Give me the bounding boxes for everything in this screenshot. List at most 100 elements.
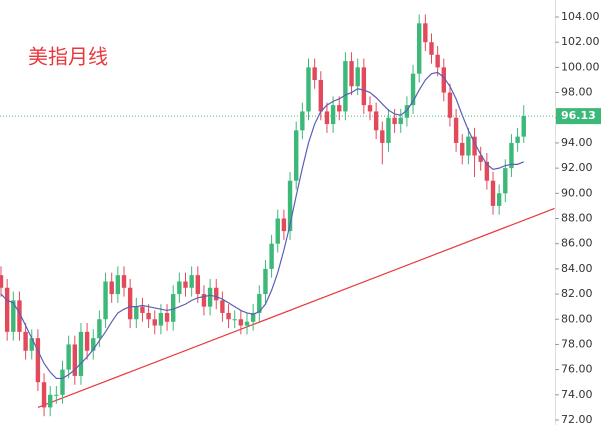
- y-tick-label: 84.00: [561, 262, 593, 275]
- candle-body: [343, 61, 348, 112]
- candle-body: [503, 168, 508, 194]
- candle-body: [140, 306, 145, 313]
- candle-body: [97, 319, 102, 339]
- candle-body: [269, 243, 274, 269]
- candle-body: [91, 338, 96, 351]
- candle-body: [447, 92, 453, 118]
- y-tick-label: 86.00: [561, 237, 593, 250]
- candle-body: [103, 281, 108, 320]
- moving-average: [0, 71, 524, 380]
- candle-body: [287, 180, 293, 232]
- y-tick-label: 104.00: [561, 10, 600, 23]
- candle-body: [410, 73, 416, 106]
- candle-body: [232, 319, 237, 321]
- candle-body: [195, 275, 200, 295]
- candle-body: [48, 394, 53, 408]
- candle-body: [496, 193, 502, 206]
- candle-body: [4, 287, 10, 332]
- y-tick-label: 92.00: [561, 161, 593, 174]
- candle-body: [312, 67, 317, 80]
- candle-body: [275, 218, 280, 244]
- candle-body: [109, 281, 114, 295]
- candle-body: [220, 300, 225, 313]
- candle-body: [300, 111, 305, 131]
- candle-body: [521, 116, 526, 137]
- candle-body: [60, 369, 65, 395]
- candle-body: [318, 79, 323, 112]
- candle-body: [23, 331, 28, 351]
- candle-body: [460, 142, 465, 156]
- candle-body: [509, 142, 514, 169]
- y-tick-label: 88.00: [561, 212, 593, 225]
- candle-body: [386, 117, 391, 143]
- candle-body: [127, 287, 133, 320]
- candle-body: [404, 105, 410, 118]
- y-tick-label: 102.00: [561, 35, 600, 48]
- y-tick-label: 72.00: [561, 413, 593, 425]
- candle-body: [214, 287, 219, 301]
- candle-body: [41, 382, 47, 408]
- candle-body: [201, 294, 207, 307]
- y-tick-label: 78.00: [561, 337, 593, 350]
- candle-body: [244, 321, 250, 326]
- chart-title: 美指月线: [28, 45, 108, 69]
- candle-body: [66, 344, 71, 370]
- candle-body: [146, 312, 151, 320]
- candle-body: [294, 130, 299, 181]
- candle-body: [158, 312, 164, 326]
- candle-body: [441, 67, 446, 93]
- candle-body: [490, 180, 496, 206]
- candle-body: [337, 105, 342, 112]
- y-tick-label: 76.00: [561, 363, 593, 376]
- candle-body: [398, 117, 403, 125]
- candle-body: [152, 319, 157, 326]
- candle-body: [453, 117, 459, 143]
- candle-body: [324, 111, 330, 125]
- candle-body: [515, 136, 520, 143]
- candle-body: [263, 268, 268, 295]
- candle-body: [417, 23, 422, 74]
- candle-body: [29, 338, 34, 351]
- candle-body: [226, 312, 231, 320]
- y-tick-label: 98.00: [561, 86, 593, 99]
- candle-body: [72, 344, 77, 376]
- price-tag-label: 96.13: [561, 109, 596, 122]
- y-tick-label: 82.00: [561, 287, 593, 300]
- price-tag: [556, 108, 601, 125]
- candle-body: [183, 281, 188, 288]
- candle-body: [306, 67, 311, 112]
- trend-line: [37, 207, 555, 408]
- y-tick-label: 80.00: [561, 312, 593, 325]
- y-tick-label: 74.00: [561, 388, 593, 401]
- candle-body: [380, 130, 385, 143]
- candle-body: [281, 218, 287, 232]
- candle-body: [238, 319, 244, 326]
- candle-body: [115, 275, 121, 295]
- candle-body: [84, 331, 90, 351]
- candle-body: [435, 54, 440, 68]
- candle-body: [361, 67, 367, 106]
- candle-body: [78, 331, 84, 376]
- candle-body: [35, 338, 41, 383]
- y-tick-label: 94.00: [561, 136, 593, 149]
- candle-body: [478, 155, 483, 162]
- y-tick-label: 90.00: [561, 186, 593, 199]
- candle-body: [392, 117, 397, 125]
- candle-body: [189, 275, 194, 288]
- candle-body: [429, 42, 434, 55]
- candle-body: [355, 67, 360, 87]
- candle-body: [17, 300, 22, 332]
- candle-body: [207, 287, 213, 307]
- candle-body: [484, 161, 490, 181]
- candle-body: [177, 281, 182, 295]
- candle-body: [349, 61, 354, 87]
- candle-body: [257, 294, 262, 313]
- candle-body: [134, 306, 139, 320]
- candle-body: [367, 105, 373, 112]
- candle-body: [164, 312, 170, 322]
- candle-body: [472, 136, 477, 156]
- y-tick-label: 100.00: [561, 60, 600, 73]
- candle-body: [330, 105, 336, 125]
